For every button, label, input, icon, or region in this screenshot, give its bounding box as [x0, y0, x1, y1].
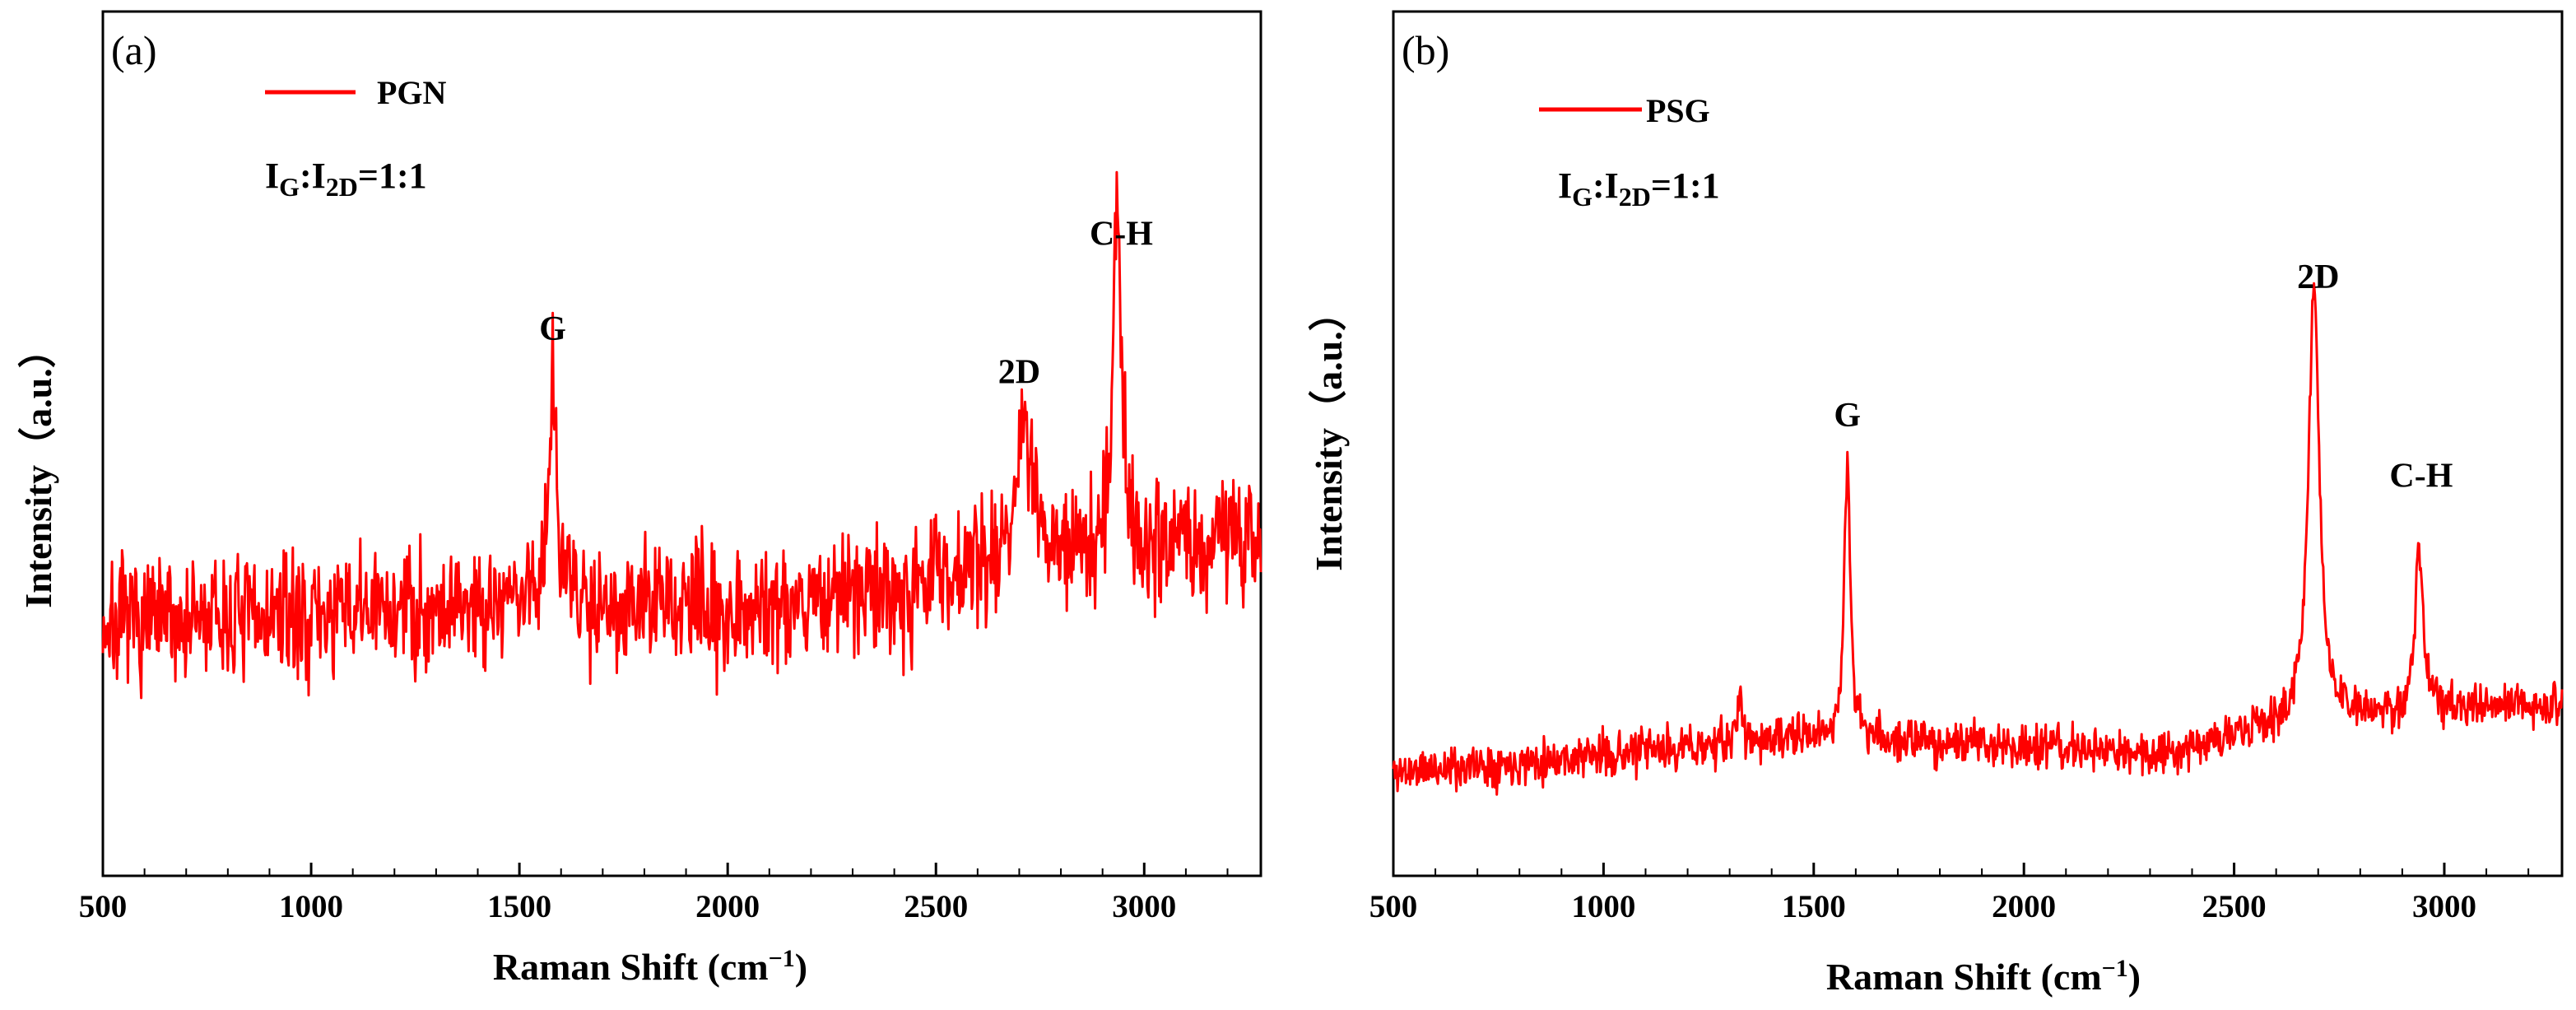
peak-labels-a: G 2D C-H: [539, 216, 1153, 392]
peak-label-2d: 2D: [998, 354, 1040, 392]
panel-label-b: (b): [1402, 27, 1449, 73]
peak-label-c-h: C-H: [1090, 216, 1153, 254]
x-tick-label: 500: [1369, 889, 1418, 924]
panel-a: (a) PGN IG:I2D=1:1 500 1000 1500 2000 2500 30…: [17, 10, 1262, 988]
peak-label-2d: 2D: [2297, 258, 2339, 296]
peak-label-g: G: [539, 310, 566, 348]
y-axis-title-a: Intensity（a.u.）: [17, 330, 59, 607]
x-tick-label: 2000: [1992, 889, 2056, 924]
panel-label-a: (a): [111, 27, 157, 73]
x-tick-label: 2500: [904, 889, 968, 924]
legend-label-b: PSG: [1646, 92, 1710, 129]
x-axis-title-b: Raman Shift (cm−1): [1826, 955, 2141, 998]
x-tick-label: 1500: [1782, 889, 1846, 924]
ratio-label-a: IG:I2D=1:1: [265, 156, 427, 202]
x-axis-b: 500 1000 1500 2000 2500 3000: [1369, 863, 2530, 924]
x-tick-label: 2500: [2202, 889, 2267, 924]
panel-b: (b) PSG IG:I2D=1:1 500 1000 1500 2000 2500 30…: [1308, 10, 2564, 998]
peak-label-g: G: [1834, 397, 1861, 435]
x-tick-label: 1000: [1571, 889, 1635, 924]
x-tick-label: 3000: [1112, 889, 1176, 924]
x-tick-label: 1000: [279, 889, 343, 924]
legend-label-a: PGN: [377, 74, 447, 111]
ratio-label-b: IG:I2D=1:1: [1558, 165, 1720, 212]
peak-label-c-h: C-H: [2389, 458, 2453, 496]
x-tick-label: 1500: [487, 889, 551, 924]
x-axis-a: 500 1000 1500 2000 2500 3000: [79, 863, 1229, 924]
y-axis-title-b: Intensity（a.u.）: [1308, 293, 1350, 570]
series-line-pgn: [101, 170, 1262, 700]
plot-frame-b: [1392, 10, 2564, 877]
peak-labels-b: G 2D C-H: [1834, 258, 2453, 496]
x-tick-label: 2000: [695, 889, 760, 924]
x-tick-label: 500: [79, 889, 128, 924]
x-tick-label: 3000: [2412, 889, 2476, 924]
plot-frame-a: [101, 10, 1262, 877]
x-axis-title-a: Raman Shift (cm−1): [493, 945, 807, 988]
series-line-psg: [1392, 282, 2564, 796]
